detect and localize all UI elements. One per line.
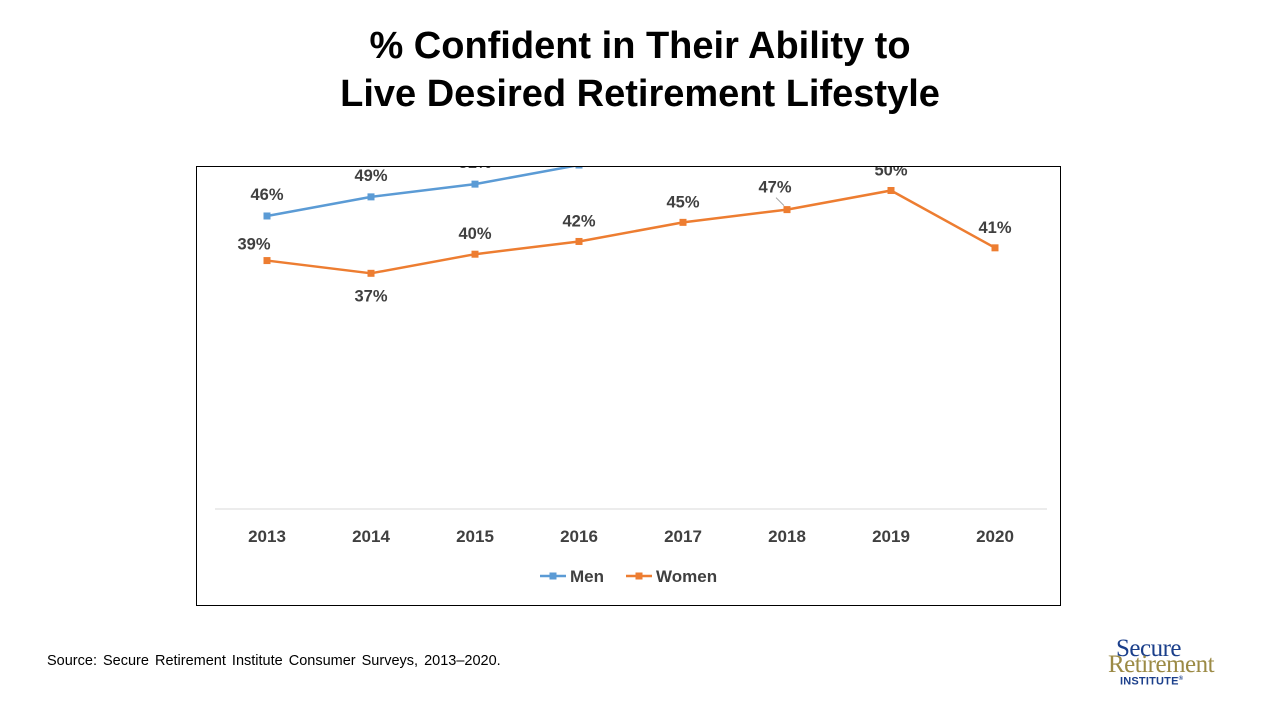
- series-line-women: [266, 189, 996, 275]
- x-tick-label: 2013: [248, 527, 286, 546]
- legend-marker-men: [549, 572, 557, 580]
- x-tick-label: 2016: [560, 527, 598, 546]
- x-tick-label: 2017: [664, 527, 702, 546]
- data-label-women: 50%: [874, 167, 907, 180]
- data-point-women: [575, 237, 583, 245]
- data-label-men: 51%: [458, 167, 491, 172]
- chart-title: % Confident in Their Ability to Live Des…: [0, 22, 1280, 118]
- data-point-men: [471, 180, 479, 188]
- data-point-women: [887, 187, 895, 194]
- logo-text-retirement: Retirement: [1108, 651, 1215, 678]
- data-label-women: 37%: [354, 287, 387, 305]
- data-label-women: 42%: [562, 212, 595, 230]
- data-label-women: 41%: [978, 219, 1011, 237]
- x-tick-label: 2018: [768, 527, 806, 546]
- data-label-women: 39%: [237, 236, 270, 254]
- chart-title-line-2: Live Desired Retirement Lifestyle: [340, 73, 940, 115]
- chart-title-line-1: % Confident in Their Ability to: [369, 25, 911, 67]
- data-label-men: 46%: [250, 186, 283, 204]
- source-note: Source: Secure Retirement Institute Cons…: [47, 653, 501, 669]
- data-label-women: 40%: [458, 225, 491, 243]
- data-point-men: [367, 193, 375, 201]
- chart-frame: 2013 2014 2015 2016 2017 2018 2019 2020 46% 49% 51…: [196, 90, 1061, 606]
- data-label-men: 49%: [354, 167, 387, 185]
- x-tick-label: 2015: [456, 527, 494, 546]
- data-label-women: 47%: [758, 179, 791, 197]
- data-point-men: [575, 161, 583, 169]
- legend-marker-women: [635, 572, 643, 580]
- x-tick-label: 2014: [352, 527, 390, 546]
- data-point-women: [471, 250, 479, 258]
- x-tick-label: 2020: [976, 527, 1014, 546]
- secure-retirement-institute-logo: Secure Retirement INSTITUTE®: [1100, 636, 1230, 690]
- data-point-women: [679, 218, 687, 226]
- legend-label-women: Women: [656, 567, 717, 586]
- x-tick-label: 2019: [872, 527, 910, 546]
- data-point-women: [991, 244, 999, 252]
- line-chart: 2013 2014 2015 2016 2017 2018 2019 2020 46% 49% 51…: [215, 90, 1047, 586]
- data-label-women: 45%: [666, 193, 699, 211]
- data-label-leader-line: [775, 197, 785, 206]
- logo-text-institute: INSTITUTE®: [1120, 675, 1184, 688]
- legend-label-men: Men: [570, 567, 604, 586]
- data-point-women: [367, 269, 375, 277]
- data-point-women: [263, 257, 271, 265]
- data-point-women: [783, 206, 791, 214]
- logo-text-secure: Secure: [1116, 635, 1182, 662]
- data-point-men: [263, 212, 271, 220]
